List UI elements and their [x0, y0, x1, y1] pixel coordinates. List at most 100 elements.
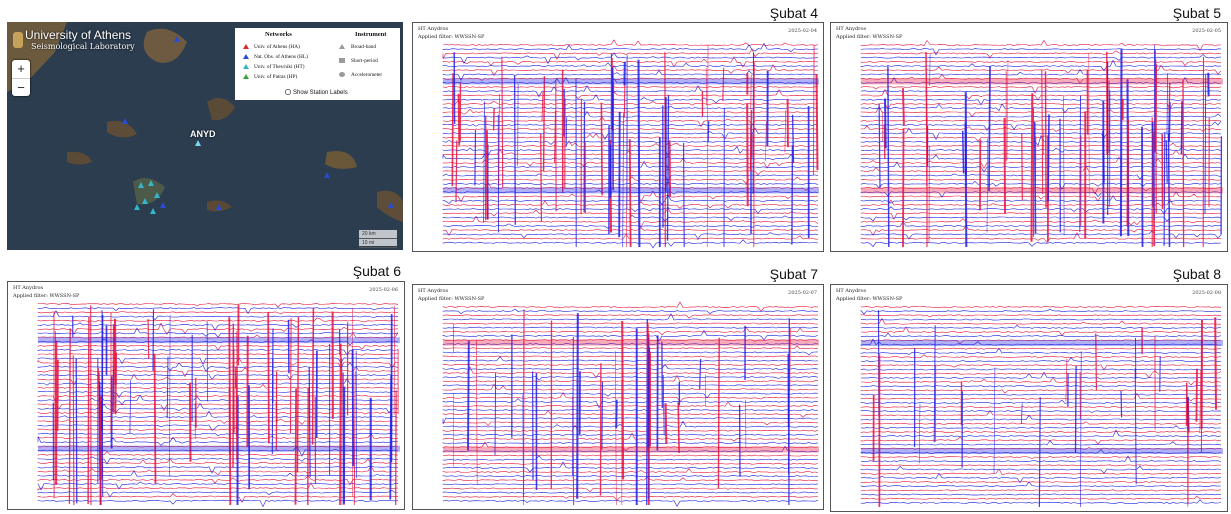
event-burst	[707, 121, 710, 143]
seismogram-traces	[860, 306, 1223, 508]
activity-band	[861, 187, 1223, 194]
event-burst	[1038, 397, 1041, 508]
show-station-labels[interactable]: Show Station Labels	[285, 89, 348, 96]
event-burst	[522, 309, 525, 497]
activity-band	[443, 78, 819, 85]
red-traces	[860, 39, 1222, 244]
short-period-icon	[339, 58, 345, 63]
show-station-labels-checkbox[interactable]	[285, 89, 291, 95]
event-burst	[1180, 101, 1183, 155]
event-burst	[918, 403, 921, 464]
event-burst	[683, 142, 685, 248]
event-burst	[1167, 133, 1171, 248]
event-burst	[1126, 119, 1129, 227]
event-burst	[666, 95, 670, 241]
event-burst	[565, 117, 568, 147]
blue-triangle-icon	[243, 54, 249, 59]
event-burst	[1141, 126, 1144, 248]
seismogram-station: HT Anydros	[418, 26, 449, 32]
legend-instrument-broadband: Broad-band	[339, 44, 376, 50]
legend-network-ha: Univ. of Athens (HA)	[243, 44, 300, 50]
event-burst	[933, 325, 936, 443]
event-burst	[1204, 74, 1207, 214]
event-burst	[1065, 358, 1068, 402]
blue-traces	[37, 307, 399, 508]
event-burst	[1154, 64, 1158, 151]
event-burst	[1042, 128, 1045, 155]
event-burst	[1044, 71, 1047, 208]
event-burst	[476, 339, 478, 485]
event-burst	[542, 76, 546, 172]
event-burst	[452, 393, 454, 467]
event-burst	[75, 358, 78, 504]
seismogram-feb4: HT Anydros Applied filter: WWSSN-SP 2025…	[412, 22, 824, 252]
green-triangle-icon	[243, 74, 249, 79]
event-burst	[706, 45, 709, 248]
map-legend: Networks Instrument Univ. of Athens (HA)…	[235, 28, 400, 100]
event-burst	[668, 140, 671, 197]
seismogram-filter: Applied filter: WWSSN-SP	[836, 34, 903, 40]
event-burst	[628, 139, 632, 248]
seismogram-feb5: HT Anydros Applied filter: WWSSN-SP 2025…	[830, 22, 1228, 252]
seismogram-filter: Applied filter: WWSSN-SP	[836, 296, 903, 302]
event-burst	[993, 367, 996, 474]
zoom-in-button[interactable]: +	[12, 60, 30, 78]
university-seal-icon	[13, 32, 23, 48]
event-burst	[1021, 403, 1023, 424]
event-burst	[753, 62, 755, 248]
event-burst	[884, 98, 887, 149]
seismogram-filter: Applied filter: WWSSN-SP	[418, 34, 485, 40]
seismogram-feb8: HT Anydros Applied filter: WWSSN-SP 2025…	[830, 284, 1228, 512]
seismic-station-map[interactable]: University of Athens Seismological Labor…	[7, 22, 403, 250]
activity-band	[443, 187, 819, 194]
event-burst	[289, 318, 292, 434]
event-burst	[1079, 95, 1081, 232]
event-burst	[986, 138, 988, 233]
legend-network-hl: Nat. Obs. of Athens (HL)	[243, 54, 308, 60]
event-burst	[902, 128, 905, 248]
event-burst	[166, 356, 169, 419]
event-burst	[1047, 114, 1050, 202]
event-burst	[815, 74, 819, 171]
event-burst	[1119, 48, 1123, 237]
event-burst	[1163, 132, 1166, 246]
red-traces	[37, 303, 399, 503]
event-burst	[883, 124, 886, 159]
zoom-out-button[interactable]: −	[12, 78, 30, 95]
seismogram-station: HT Anydros	[418, 288, 449, 294]
activity-band	[861, 78, 1223, 85]
station-label-anyd: ANYD	[190, 129, 216, 139]
accelerometer-icon	[339, 72, 345, 77]
event-burst	[576, 313, 579, 499]
event-burst	[791, 114, 795, 163]
event-burst	[393, 305, 395, 415]
event-burst	[129, 380, 132, 434]
event-burst	[878, 103, 881, 188]
event-burst	[339, 343, 342, 506]
event-burst	[271, 328, 274, 455]
activity-band	[861, 448, 1223, 454]
event-burst	[498, 93, 500, 186]
event-burst	[765, 122, 767, 162]
seismogram-filter: Applied filter: WWSSN-SP	[13, 293, 80, 299]
event-burst	[1041, 69, 1044, 194]
event-burst	[113, 318, 117, 385]
event-burst	[455, 140, 458, 203]
seismogram-date: 2025-02-07	[788, 290, 817, 296]
red-triangle-icon	[243, 44, 249, 49]
cyan-triangle-icon	[243, 64, 249, 69]
event-burst	[647, 337, 650, 449]
panel-title-feb6: Şubat 6	[352, 263, 401, 279]
event-burst	[457, 93, 461, 146]
legend-instrument-accelerometer: Accelerometer	[339, 72, 382, 78]
event-burst	[618, 111, 621, 238]
event-burst	[87, 316, 90, 505]
seismogram-feb7: HT Anydros Applied filter: WWSSN-SP 2025…	[412, 284, 824, 510]
seismogram-filter: Applied filter: WWSSN-SP	[418, 296, 485, 302]
event-burst	[1168, 82, 1171, 112]
event-burst	[612, 72, 614, 132]
red-traces	[442, 301, 819, 501]
event-burst	[467, 340, 470, 451]
event-burst	[294, 388, 298, 505]
panel-title-feb5: Şubat 5	[1172, 5, 1221, 21]
